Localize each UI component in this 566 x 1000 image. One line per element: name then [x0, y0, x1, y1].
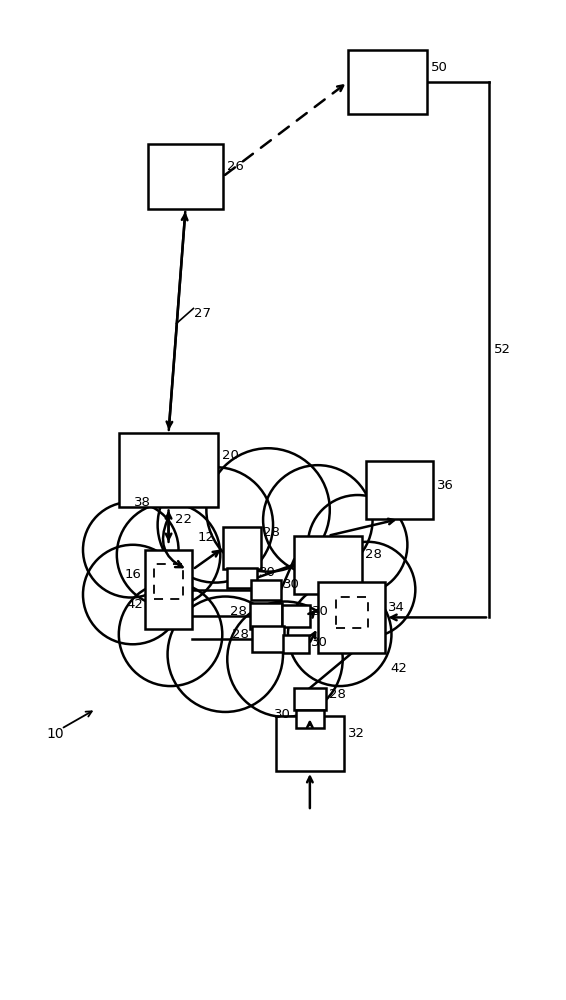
Text: 22: 22 — [174, 513, 191, 526]
Text: 30: 30 — [283, 578, 300, 591]
Circle shape — [117, 503, 220, 606]
Text: 38: 38 — [134, 496, 151, 509]
Text: 42: 42 — [127, 598, 144, 611]
Bar — [251, 580, 281, 600]
Circle shape — [168, 597, 283, 712]
Text: 20: 20 — [222, 449, 239, 462]
Text: 30: 30 — [312, 605, 329, 618]
Text: 36: 36 — [438, 479, 454, 492]
Bar — [148, 144, 223, 209]
Bar — [224, 527, 261, 569]
Bar — [119, 433, 218, 507]
Circle shape — [157, 467, 273, 583]
Text: 27: 27 — [195, 307, 212, 320]
Bar — [228, 568, 257, 588]
Text: 28: 28 — [263, 526, 280, 539]
Bar — [276, 716, 344, 771]
Circle shape — [83, 545, 182, 644]
Bar — [283, 635, 309, 653]
Bar — [294, 688, 326, 710]
Text: 12: 12 — [198, 531, 215, 544]
Bar — [348, 50, 427, 114]
Polygon shape — [131, 510, 370, 634]
Circle shape — [207, 448, 330, 572]
Text: 26: 26 — [227, 160, 243, 173]
Text: 34: 34 — [388, 601, 405, 614]
Text: 42: 42 — [391, 662, 408, 675]
Bar — [153, 564, 183, 599]
Bar — [282, 605, 310, 627]
Circle shape — [288, 583, 392, 686]
Bar — [366, 461, 433, 519]
Bar — [145, 550, 192, 629]
Text: 10: 10 — [46, 727, 64, 741]
Circle shape — [320, 542, 415, 637]
Bar — [294, 536, 362, 594]
Circle shape — [308, 495, 408, 595]
Text: 32: 32 — [348, 727, 365, 740]
Text: 28: 28 — [230, 605, 247, 618]
Text: 52: 52 — [494, 343, 511, 356]
Circle shape — [83, 502, 178, 598]
Bar — [318, 582, 385, 653]
Text: 16: 16 — [125, 568, 142, 581]
Circle shape — [263, 465, 372, 575]
Bar — [250, 603, 282, 629]
Text: 30: 30 — [274, 708, 291, 721]
Text: 28: 28 — [329, 688, 346, 701]
Circle shape — [228, 601, 342, 717]
Bar — [296, 710, 324, 728]
FancyArrowPatch shape — [163, 520, 182, 567]
Bar — [252, 626, 284, 652]
Text: 30: 30 — [311, 636, 328, 649]
Circle shape — [119, 583, 222, 686]
Text: 50: 50 — [431, 61, 448, 74]
Bar — [336, 597, 367, 628]
Text: 30: 30 — [259, 566, 276, 579]
Text: 28: 28 — [365, 548, 381, 561]
Text: 28: 28 — [232, 628, 249, 641]
